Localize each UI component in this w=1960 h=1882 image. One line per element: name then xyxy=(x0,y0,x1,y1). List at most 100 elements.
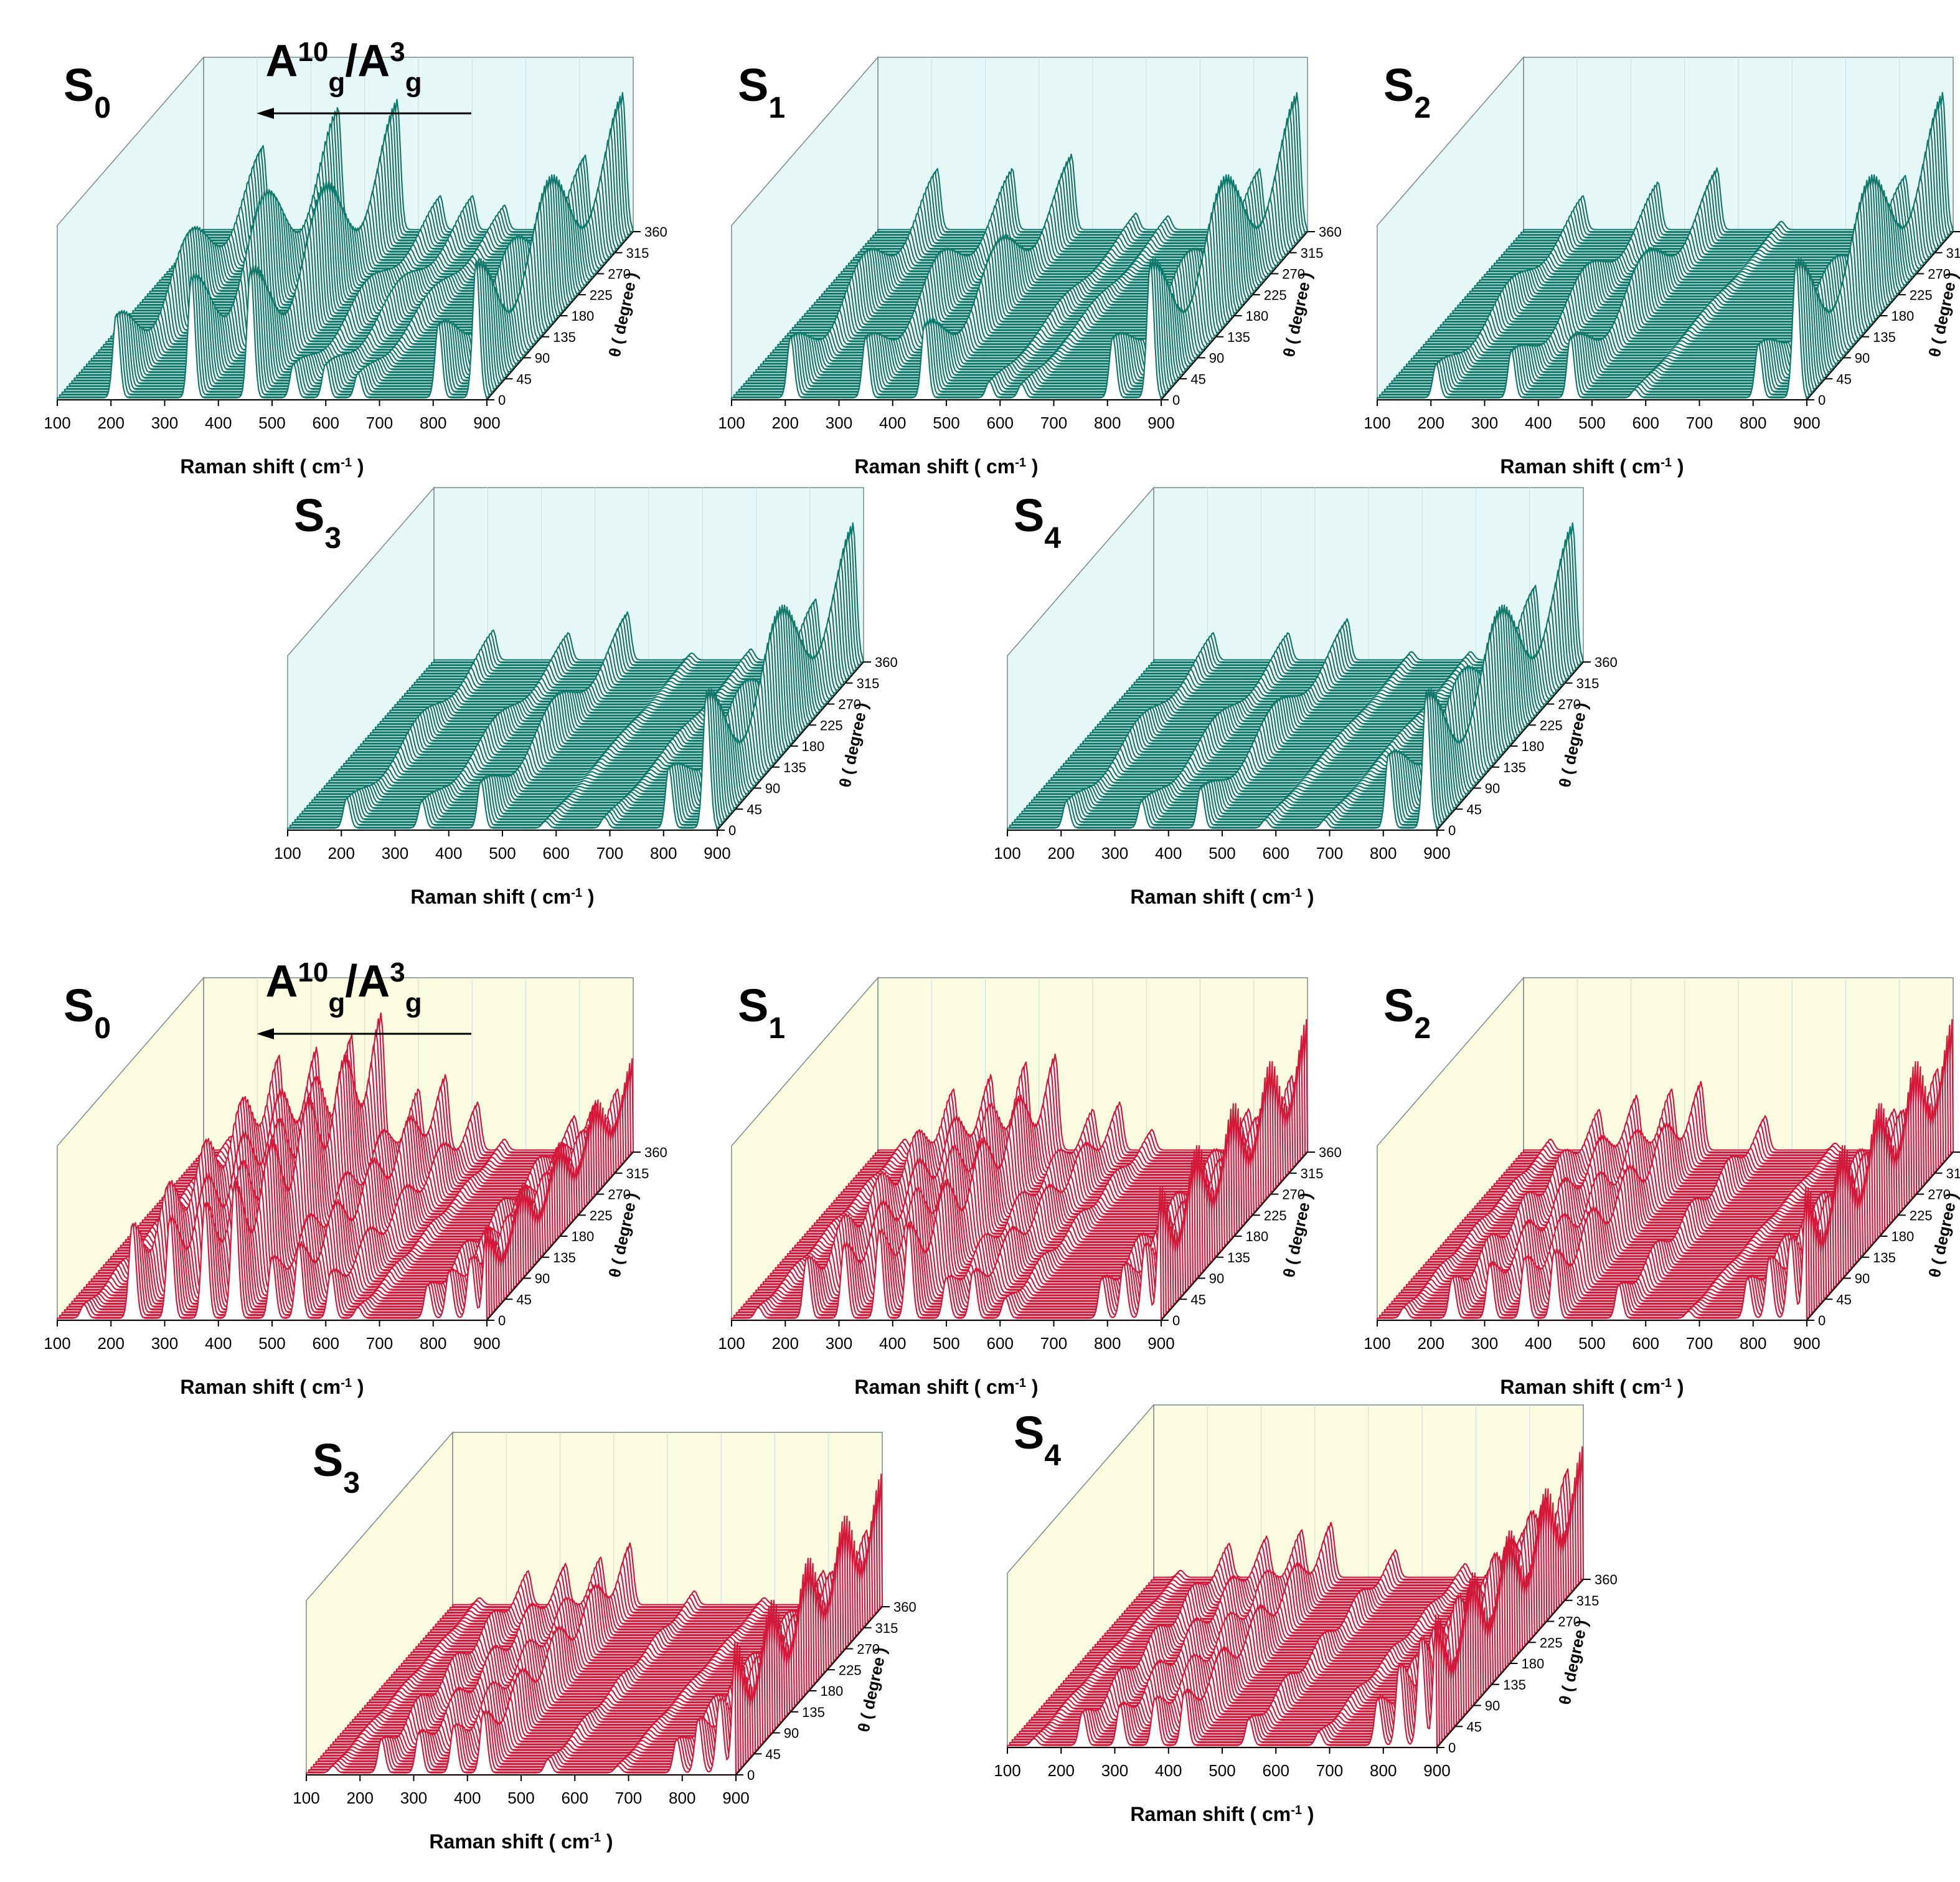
theta-tick-label: 180 xyxy=(1892,1229,1915,1244)
theta-tick-label: 315 xyxy=(857,676,880,691)
spectrum-trace xyxy=(1009,688,1440,828)
theta-tick-label: 225 xyxy=(839,1662,862,1678)
x-tick-label: 500 xyxy=(933,1334,959,1353)
x-axis-title: Raman shift ( cm-1 ) xyxy=(1130,886,1314,908)
x-tick-label: 200 xyxy=(98,1334,125,1353)
x-tick-label: 100 xyxy=(994,844,1020,863)
x-tick-label: 300 xyxy=(382,844,408,863)
x-axis-title: Raman shift ( cm-1 ) xyxy=(180,1376,364,1398)
theta-tick-label: 90 xyxy=(1855,351,1870,366)
theta-tick-label: 360 xyxy=(875,655,898,670)
spectrum-trace xyxy=(743,268,1174,387)
x-tick-label: 500 xyxy=(1209,844,1235,863)
theta-tick-label: 0 xyxy=(498,1313,506,1328)
x-tick-label: 100 xyxy=(994,1761,1020,1780)
mode-annotation: A10g/A3g xyxy=(265,36,422,98)
x-tick-label: 400 xyxy=(435,844,462,863)
spectrum-trace xyxy=(294,690,725,823)
theta-axis-title: θ ( degree ) xyxy=(605,1191,641,1279)
theta-tick-label: 180 xyxy=(1246,308,1269,324)
x-tick-label: 900 xyxy=(1423,844,1450,863)
theta-tick-label: 45 xyxy=(1836,1292,1851,1307)
spectrum-trace xyxy=(1386,263,1817,390)
theta-tick-label: 270 xyxy=(608,267,631,282)
x-axis-title: Raman shift ( cm-1 ) xyxy=(1500,455,1684,478)
x-tick-label: 600 xyxy=(1263,844,1289,863)
x-tick-label: 900 xyxy=(1793,414,1820,432)
x-tick-label: 400 xyxy=(879,414,906,432)
x-tick-label: 300 xyxy=(826,1334,852,1353)
theta-tick-label: 135 xyxy=(1227,1250,1250,1265)
theta-tick-label: 90 xyxy=(1485,1698,1500,1714)
theta-tick-label: 225 xyxy=(590,1208,613,1223)
x-tick-label: 600 xyxy=(562,1789,588,1807)
x-tick-label: 500 xyxy=(258,1334,285,1353)
x-tick-label: 700 xyxy=(366,414,393,432)
x-tick-label: 600 xyxy=(543,844,570,863)
spectrum-trace xyxy=(735,258,1167,395)
x-tick-label: 900 xyxy=(473,414,500,432)
theta-tick-label: 315 xyxy=(1576,1593,1600,1609)
x-tick-label: 300 xyxy=(400,1789,427,1807)
x-tick-label: 400 xyxy=(1155,1761,1182,1780)
x-tick-label: 700 xyxy=(1686,414,1713,432)
theta-tick-label: 135 xyxy=(802,1705,825,1720)
x-tick-label: 300 xyxy=(1101,844,1128,863)
theta-axis-title: θ ( degree ) xyxy=(1925,270,1960,359)
theta-tick-label: 270 xyxy=(1282,1187,1305,1203)
x-tick-label: 800 xyxy=(650,844,677,863)
x-tick-label: 600 xyxy=(1633,414,1659,432)
theta-tick-label: 315 xyxy=(626,1166,649,1181)
x-tick-label: 300 xyxy=(151,414,178,432)
theta-tick-label: 270 xyxy=(608,1187,631,1203)
x-tick-label: 400 xyxy=(454,1789,481,1807)
x-axis-title: Raman shift ( cm-1 ) xyxy=(854,1376,1038,1398)
spectrum-trace xyxy=(56,1180,488,1322)
theta-tick-label: 45 xyxy=(1466,802,1481,817)
x-tick-label: 200 xyxy=(1418,414,1444,432)
x-tick-label: 500 xyxy=(489,844,516,863)
panel-title: S3 xyxy=(294,489,341,555)
theta-tick-label: 135 xyxy=(783,760,806,775)
theta-tick-label: 180 xyxy=(1892,308,1915,324)
spectrum-trace xyxy=(289,688,720,828)
theta-tick-label: 90 xyxy=(535,1271,550,1287)
theta-axis-title: θ ( degree ) xyxy=(1279,270,1316,359)
spectrum-trace xyxy=(740,263,1172,390)
x-tick-label: 700 xyxy=(1686,1334,1713,1353)
x-tick-label: 100 xyxy=(1364,414,1390,432)
theta-tick-label: 135 xyxy=(1503,760,1526,775)
theta-tick-label: 180 xyxy=(572,308,595,324)
theta-tick-label: 360 xyxy=(1319,1145,1342,1160)
theta-tick-label: 90 xyxy=(1855,1271,1870,1287)
theta-tick-label: 315 xyxy=(626,245,649,261)
x-tick-label: 200 xyxy=(328,844,355,863)
spectrum-trace xyxy=(1376,260,1808,401)
panel-title: S1 xyxy=(738,980,785,1045)
theta-tick-label: 180 xyxy=(802,739,825,754)
x-tick-label: 100 xyxy=(44,414,70,432)
x-tick-label: 600 xyxy=(313,1334,339,1353)
theta-tick-label: 180 xyxy=(821,1683,844,1699)
x-tick-label: 900 xyxy=(1147,1334,1174,1353)
theta-tick-label: 270 xyxy=(1928,267,1951,282)
panel-title: S3 xyxy=(313,1434,360,1500)
spectrum-trace xyxy=(286,690,719,831)
x-axis-title: Raman shift ( cm-1 ) xyxy=(429,1830,613,1853)
x-tick-label: 900 xyxy=(473,1334,500,1353)
theta-tick-label: 360 xyxy=(644,224,667,240)
theta-tick-label: 45 xyxy=(1466,1719,1481,1734)
theta-axis-title: θ ( degree ) xyxy=(1925,1191,1960,1279)
annotation-arrow-head xyxy=(257,108,274,119)
theta-axis-title: θ ( degree ) xyxy=(1555,701,1591,789)
theta-tick-label: 180 xyxy=(1246,1229,1269,1244)
x-tick-label: 800 xyxy=(1370,1761,1397,1780)
spectrum-trace xyxy=(64,260,495,392)
spectrum-trace xyxy=(1019,698,1450,817)
